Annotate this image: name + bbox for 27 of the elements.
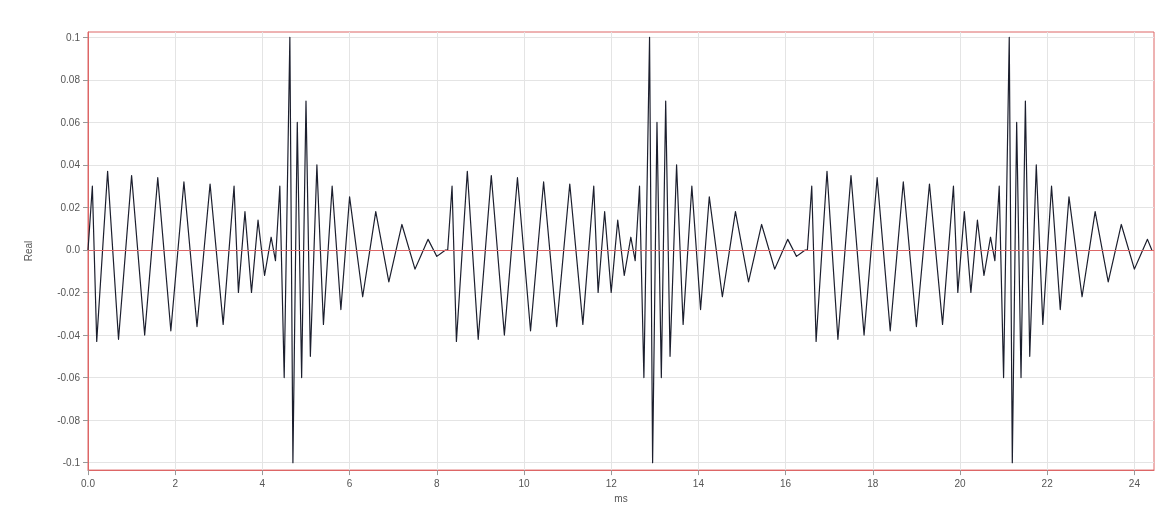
y-axis-title: Real bbox=[22, 240, 34, 262]
y-tick-label: -0.08 bbox=[57, 414, 81, 426]
y-tick-label: 0.08 bbox=[60, 74, 81, 86]
y-tick-label: -0.02 bbox=[57, 287, 81, 299]
y-tick-label: -0.1 bbox=[62, 457, 81, 469]
x-tick-label: 0.0 bbox=[81, 477, 96, 489]
y-tick-label: -0.06 bbox=[57, 372, 81, 384]
x-tick-label: 10 bbox=[518, 477, 530, 489]
y-tick-label: 0.02 bbox=[60, 201, 81, 213]
x-tick-label: 4 bbox=[259, 477, 266, 489]
x-tick-label: 8 bbox=[434, 477, 441, 489]
x-tick-label: 20 bbox=[954, 477, 966, 489]
x-tick-label: 18 bbox=[867, 477, 879, 489]
x-tick-label: 16 bbox=[780, 477, 792, 489]
y-tick-label: 0.06 bbox=[60, 116, 81, 128]
y-tick-label: 0.04 bbox=[60, 159, 81, 171]
line-series bbox=[87, 36, 1153, 464]
x-tick-label: 22 bbox=[1041, 477, 1054, 489]
x-tick-label: 14 bbox=[692, 477, 705, 489]
y-tick-label: 0.0 bbox=[66, 244, 81, 256]
x-tick-label: 12 bbox=[605, 477, 618, 489]
x-tick-label: 6 bbox=[346, 477, 353, 489]
x-axis-title: ms bbox=[614, 492, 628, 504]
x-tick-label: 24 bbox=[1128, 477, 1141, 489]
y-tick-label: 0.1 bbox=[66, 31, 81, 43]
x-tick-label: 2 bbox=[172, 477, 179, 489]
y-tick-label: -0.04 bbox=[57, 329, 81, 341]
